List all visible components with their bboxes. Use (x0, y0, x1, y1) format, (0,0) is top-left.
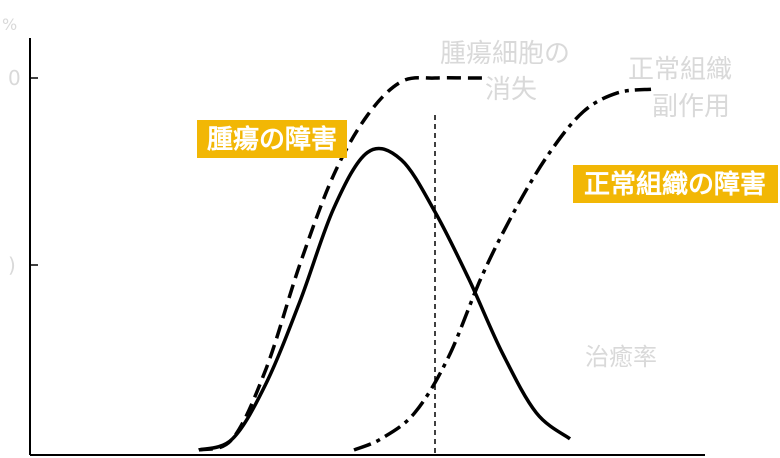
series-line-tumor-cell-disappear (198, 75, 483, 452)
annotation-tumor-disappear-line2: 消失 (485, 75, 537, 105)
annotation-normal-side-effect-line1: 正常組織 (628, 55, 732, 85)
y-tick-label-1: ) (8, 253, 16, 277)
series-line-normal-side-effect (353, 87, 652, 452)
annotation-cure-rate: 治癒率 (585, 343, 657, 371)
y-axis-label: % (2, 15, 17, 34)
y-tick-label-0: 0 (8, 66, 21, 90)
label-box-normal-damage (573, 165, 778, 203)
label-normal-damage: 正常組織の障害 (584, 169, 766, 200)
label-tumor-damage: 腫瘍の障害 (207, 124, 337, 155)
label-box-tumor-damage (197, 120, 347, 158)
series-line-tumor-damage (198, 146, 572, 452)
annotation-normal-side-effect-line2: 副作用 (652, 92, 730, 122)
annotation-tumor-disappear-line1: 腫瘍細胞の (440, 39, 570, 69)
